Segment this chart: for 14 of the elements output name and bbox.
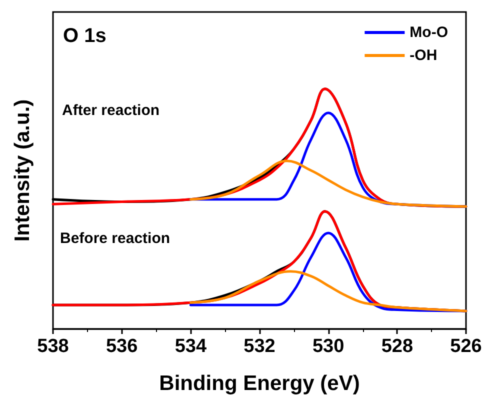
- annotation: Before reaction: [60, 230, 170, 247]
- x-tick-label: 538: [37, 336, 69, 357]
- text: O 1s: [63, 25, 106, 47]
- x-tick-label: 528: [381, 336, 414, 357]
- x-tick-label: 536: [106, 336, 138, 357]
- x-tick-label: 530: [312, 336, 344, 357]
- x-tick-label: 534: [174, 336, 207, 357]
- x-tick-label: 526: [450, 336, 482, 357]
- legend-label: -OH: [410, 47, 438, 64]
- y-axis-title: Intensity (a.u.): [11, 99, 34, 242]
- legend-label: Mo-O: [410, 24, 448, 41]
- annotation: After reaction: [62, 102, 160, 119]
- x-tick-label: 532: [244, 336, 276, 357]
- x-axis-title: Binding Energy (eV): [159, 372, 360, 395]
